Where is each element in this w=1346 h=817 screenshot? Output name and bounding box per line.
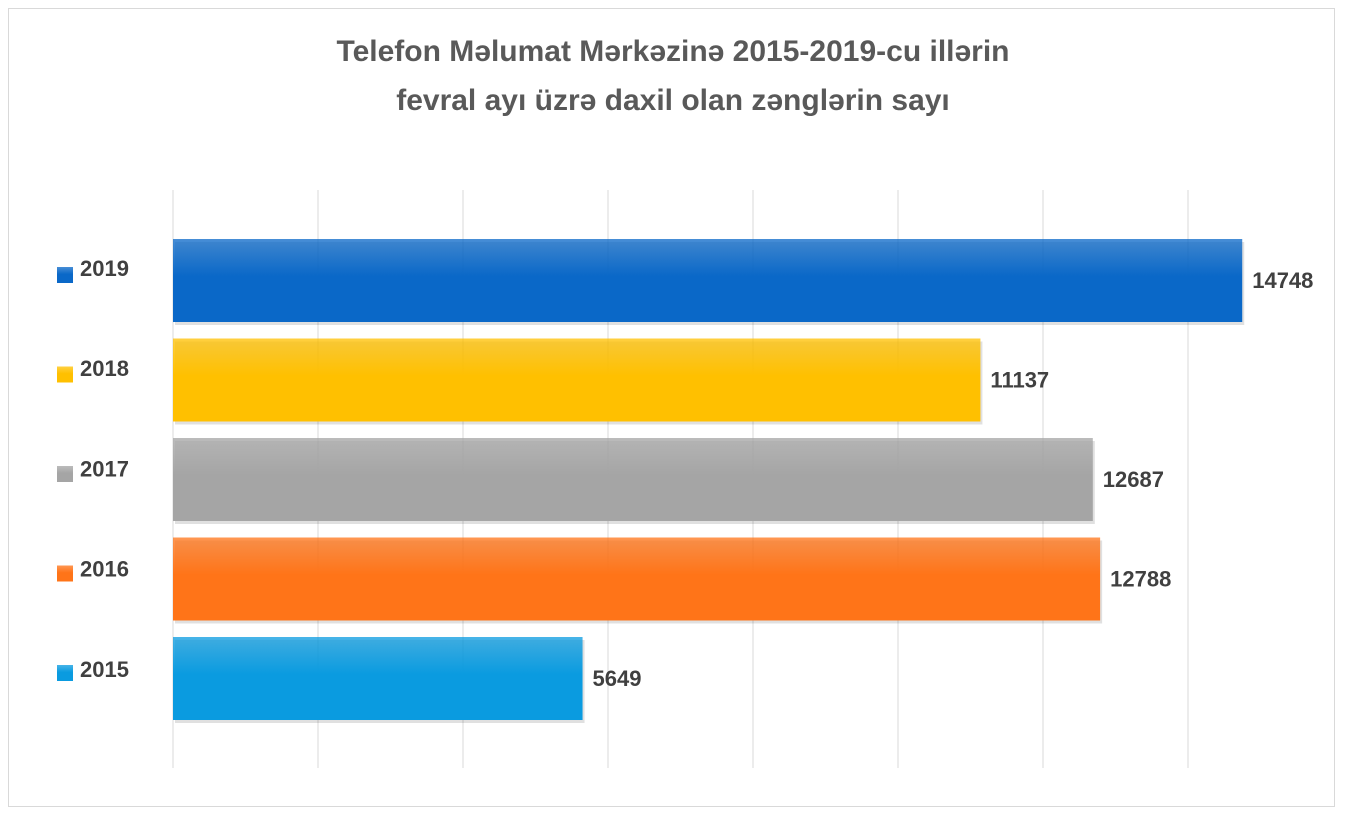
legend-marker [57,466,73,482]
category-label: 2019 [80,256,129,281]
category-label: 2015 [80,657,129,682]
bar [173,537,1101,621]
category-label: 2017 [80,456,129,481]
value-label: 11137 [990,367,1049,392]
legend-marker [57,267,73,283]
chart-title: fevral ayı üzrə daxil olan zənglərin say… [396,84,950,117]
bar [173,239,1243,322]
value-label: 5649 [593,666,642,691]
legend-marker [57,665,73,681]
value-label: 14748 [1252,268,1313,293]
value-label: 12687 [1103,467,1164,492]
value-label: 12788 [1110,566,1171,591]
legend-marker [57,366,73,383]
category-label: 2016 [80,557,129,582]
legend-marker [57,565,73,582]
bar [173,338,981,422]
chart-title: Telefon Məlumat Mərkəzinə 2015-2019-cu i… [336,35,1009,68]
bar [173,637,583,720]
bar [173,438,1093,521]
category-label: 2018 [80,356,129,381]
